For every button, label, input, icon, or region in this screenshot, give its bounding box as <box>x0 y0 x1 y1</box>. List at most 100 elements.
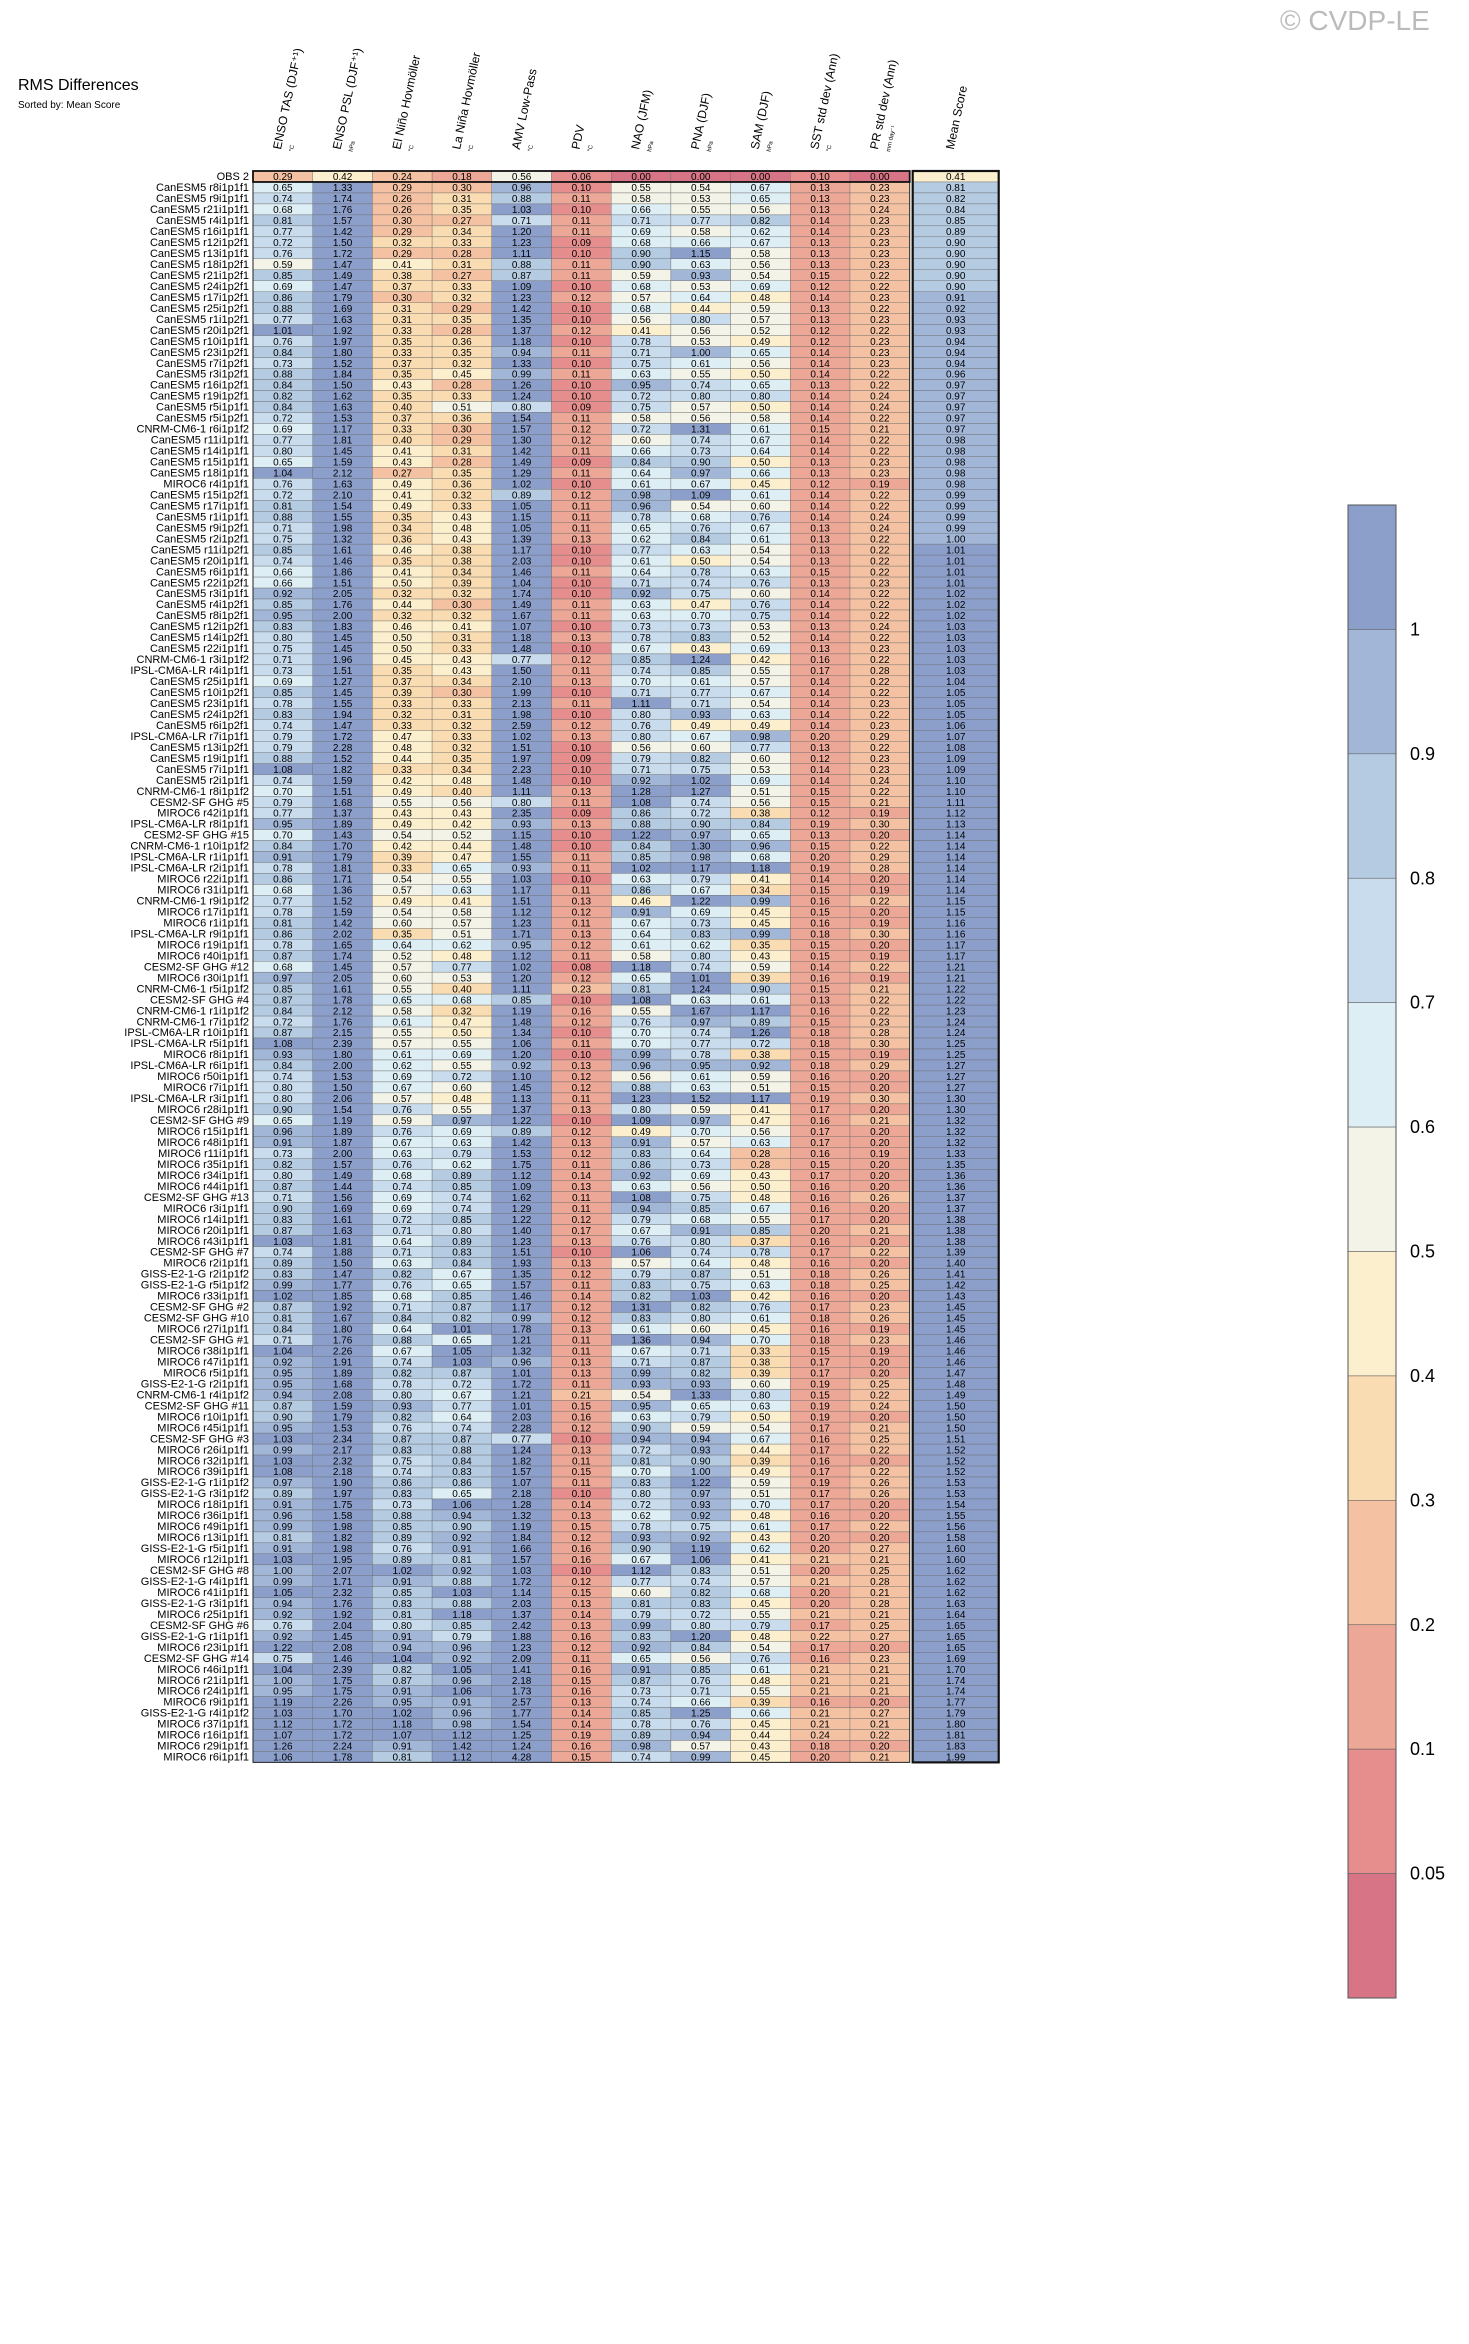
cell-value: 0.15 <box>810 842 830 853</box>
cell-value: 0.82 <box>691 754 711 765</box>
cell-value: 0.77 <box>751 743 771 754</box>
cell-value: 0.76 <box>631 1237 651 1248</box>
cell-value: 0.77 <box>691 1039 711 1050</box>
cell-value: 0.91 <box>631 1138 651 1149</box>
cell-value: 1.88 <box>512 1632 532 1643</box>
cell-value: 1.03 <box>273 1434 293 1445</box>
cell-value: 1.13 <box>946 820 966 831</box>
cell-value: 1.27 <box>946 1072 966 1083</box>
cell-value: 0.84 <box>946 205 966 216</box>
cell-value: 0.97 <box>273 1478 293 1489</box>
row-label: CESM2-SF GHG #3 <box>150 1433 249 1445</box>
row-label: OBS 2 <box>217 171 249 183</box>
cell-value: 0.17 <box>810 1215 830 1226</box>
cell-value: 0.27 <box>870 1632 890 1643</box>
row-label: GISS-E2-1-G r1i1p1f1 <box>141 1631 249 1643</box>
cell-value: 1.38 <box>946 1215 966 1226</box>
cell-value: 0.63 <box>751 567 771 578</box>
cell-value: 1.12 <box>452 1731 472 1742</box>
cell-value: 0.91 <box>452 1544 472 1555</box>
cell-value: 1.02 <box>946 600 966 611</box>
cell-value: 1.72 <box>512 1379 532 1390</box>
cell-value: 0.94 <box>946 348 966 359</box>
cell-value: 1.55 <box>333 512 353 523</box>
cell-value: 1.55 <box>512 853 532 864</box>
cell-value: 0.99 <box>751 929 771 940</box>
cell-value: 1.12 <box>946 809 966 820</box>
cell-value: 0.10 <box>572 842 592 853</box>
cell-value: 0.74 <box>273 556 293 567</box>
cell-value: 0.09 <box>572 403 592 414</box>
cell-value: 0.69 <box>452 1127 472 1138</box>
cell-value: 1.03 <box>273 1709 293 1720</box>
cell-value: 0.20 <box>810 1588 830 1599</box>
cell-value: 0.16 <box>810 1434 830 1445</box>
cell-value: 0.56 <box>631 315 651 326</box>
cell-value: 0.76 <box>691 1676 711 1687</box>
cell-value: 0.94 <box>691 1434 711 1445</box>
cell-value: 0.73 <box>691 918 711 929</box>
cell-value: 1.35 <box>512 315 532 326</box>
cell-value: 0.33 <box>393 425 413 436</box>
cell-value: 1.14 <box>946 864 966 875</box>
cell-value: 0.74 <box>273 194 293 205</box>
cell-value: 0.60 <box>751 589 771 600</box>
cell-value: 0.90 <box>273 1204 293 1215</box>
cell-value: 0.74 <box>691 798 711 809</box>
row-label: CanESM5 r14i1p2f1 <box>150 632 249 644</box>
cell-value: 0.65 <box>273 1116 293 1127</box>
cell-value: 0.72 <box>691 1610 711 1621</box>
cell-value: 0.92 <box>691 1511 711 1522</box>
cell-value: 0.13 <box>810 644 830 655</box>
cell-value: 0.82 <box>691 1368 711 1379</box>
cell-value: 0.20 <box>870 940 890 951</box>
cell-value: 0.17 <box>810 1357 830 1368</box>
cell-value: 0.43 <box>751 1742 771 1753</box>
cell-value: 0.24 <box>870 523 890 534</box>
cell-value: 1.54 <box>333 501 353 512</box>
cell-value: 1.09 <box>512 282 532 293</box>
cell-value: 0.41 <box>631 326 651 337</box>
cell-value: 0.71 <box>273 1193 293 1204</box>
cell-value: 0.25 <box>870 1566 890 1577</box>
cell-value: 0.12 <box>572 655 592 666</box>
cell-value: 0.14 <box>810 611 830 622</box>
cell-value: 0.99 <box>946 490 966 501</box>
cell-value: 0.80 <box>512 798 532 809</box>
cell-value: 0.23 <box>870 315 890 326</box>
cell-value: 0.14 <box>810 501 830 512</box>
row-label: CESM2-SF GHG #13 <box>144 1192 249 1204</box>
cell-value: 0.35 <box>393 666 413 677</box>
cell-value: 0.87 <box>452 1368 472 1379</box>
cell-value: 0.63 <box>751 1281 771 1292</box>
cell-value: 0.14 <box>810 447 830 458</box>
cell-value: 0.16 <box>572 1006 592 1017</box>
cell-value: 0.55 <box>452 875 472 886</box>
cell-value: 0.66 <box>273 567 293 578</box>
cell-value: 0.48 <box>751 1259 771 1270</box>
cell-value: 0.45 <box>751 1720 771 1731</box>
cell-value: 0.20 <box>870 1643 890 1654</box>
cell-value: 0.28 <box>870 1577 890 1588</box>
cell-value: 0.28 <box>452 458 472 469</box>
cell-value: 0.21 <box>870 1226 890 1237</box>
cell-value: 0.63 <box>393 1149 413 1160</box>
cell-value: 0.80 <box>691 1237 711 1248</box>
cell-value: 1.78 <box>512 1325 532 1336</box>
row-label: MIROC6 r5i1p1f1 <box>163 1367 249 1379</box>
cell-value: 1.47 <box>333 260 353 271</box>
cell-value: 1.83 <box>333 622 353 633</box>
cell-value: 0.12 <box>572 908 592 919</box>
cell-value: 0.26 <box>870 1489 890 1500</box>
cell-value: 0.66 <box>691 1698 711 1709</box>
cell-value: 0.66 <box>751 1709 771 1720</box>
cell-value: 0.95 <box>273 611 293 622</box>
cell-value: 1.53 <box>946 1478 966 1489</box>
cell-value: 1.20 <box>512 973 532 984</box>
cell-value: 0.43 <box>751 951 771 962</box>
cell-value: 0.21 <box>810 1720 830 1731</box>
cell-value: 0.76 <box>393 1423 413 1434</box>
cell-value: 0.83 <box>393 1489 413 1500</box>
cell-value: 0.58 <box>631 194 651 205</box>
cell-value: 0.50 <box>751 1412 771 1423</box>
